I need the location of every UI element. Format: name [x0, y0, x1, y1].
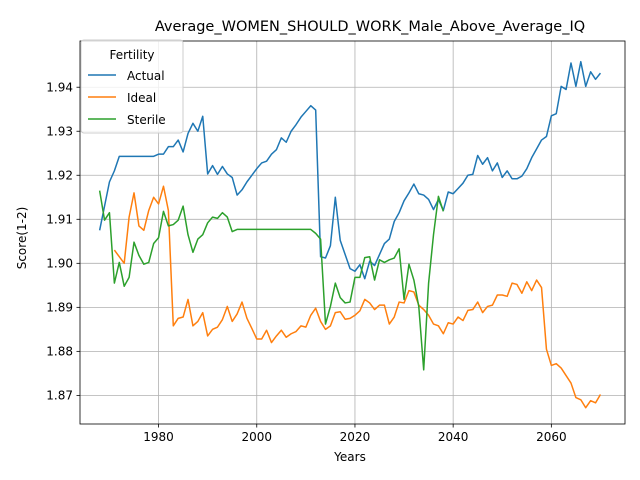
y-tick-label: 1.87	[46, 389, 73, 403]
y-tick-label: 1.91	[46, 213, 73, 227]
y-tick-label: 1.93	[46, 125, 73, 139]
legend-label-actual: Actual	[127, 69, 165, 83]
y-tick-label: 1.88	[46, 345, 73, 359]
series-line-actual	[98, 60, 602, 280]
plot-frame	[79, 40, 626, 425]
y-tick-label: 1.92	[46, 169, 73, 183]
legend-label-sterile: Sterile	[127, 113, 166, 127]
series-line-ideal	[113, 185, 602, 409]
x-tick-label: 2000	[241, 430, 272, 444]
y-tick-label: 1.89	[46, 301, 73, 315]
x-axis-ticks: 1980 2000 2020 2040 2060	[143, 424, 567, 444]
x-tick-label: 2060	[536, 430, 567, 444]
series-lines	[98, 60, 602, 409]
x-tick-label: 2020	[340, 430, 371, 444]
x-tick-label: 1980	[143, 430, 174, 444]
y-tick-label: 1.94	[46, 81, 73, 95]
y-axis-label: Score(1-2)	[15, 207, 29, 270]
y-tick-label: 1.90	[46, 257, 73, 271]
x-axis-label: Years	[333, 450, 366, 464]
chart-title: Average_WOMEN_SHOULD_WORK_Male_Above_Ave…	[155, 19, 585, 35]
legend-label-ideal: Ideal	[127, 91, 156, 105]
legend: Fertility Actual Ideal Sterile	[80, 39, 184, 134]
y-axis-ticks: 1.87 1.88 1.89 1.90 1.91 1.92 1.93 1.94	[46, 81, 80, 403]
series-line-sterile	[98, 190, 445, 371]
legend-box	[80, 39, 184, 134]
legend-title: Fertility	[109, 48, 154, 62]
x-tick-label: 2040	[438, 430, 469, 444]
